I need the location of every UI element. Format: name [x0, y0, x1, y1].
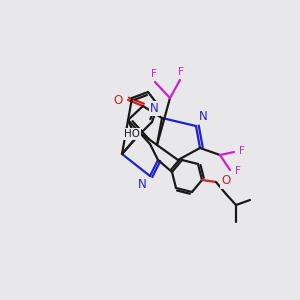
Text: N: N [150, 102, 159, 115]
Text: F: F [178, 67, 184, 77]
Text: HO: HO [124, 129, 140, 139]
Text: F: F [151, 69, 157, 79]
Text: N: N [138, 178, 147, 191]
Text: O: O [221, 175, 230, 188]
Text: F: F [239, 146, 245, 156]
Text: F: F [235, 166, 241, 176]
Text: O: O [114, 94, 123, 106]
Text: N: N [199, 110, 208, 123]
